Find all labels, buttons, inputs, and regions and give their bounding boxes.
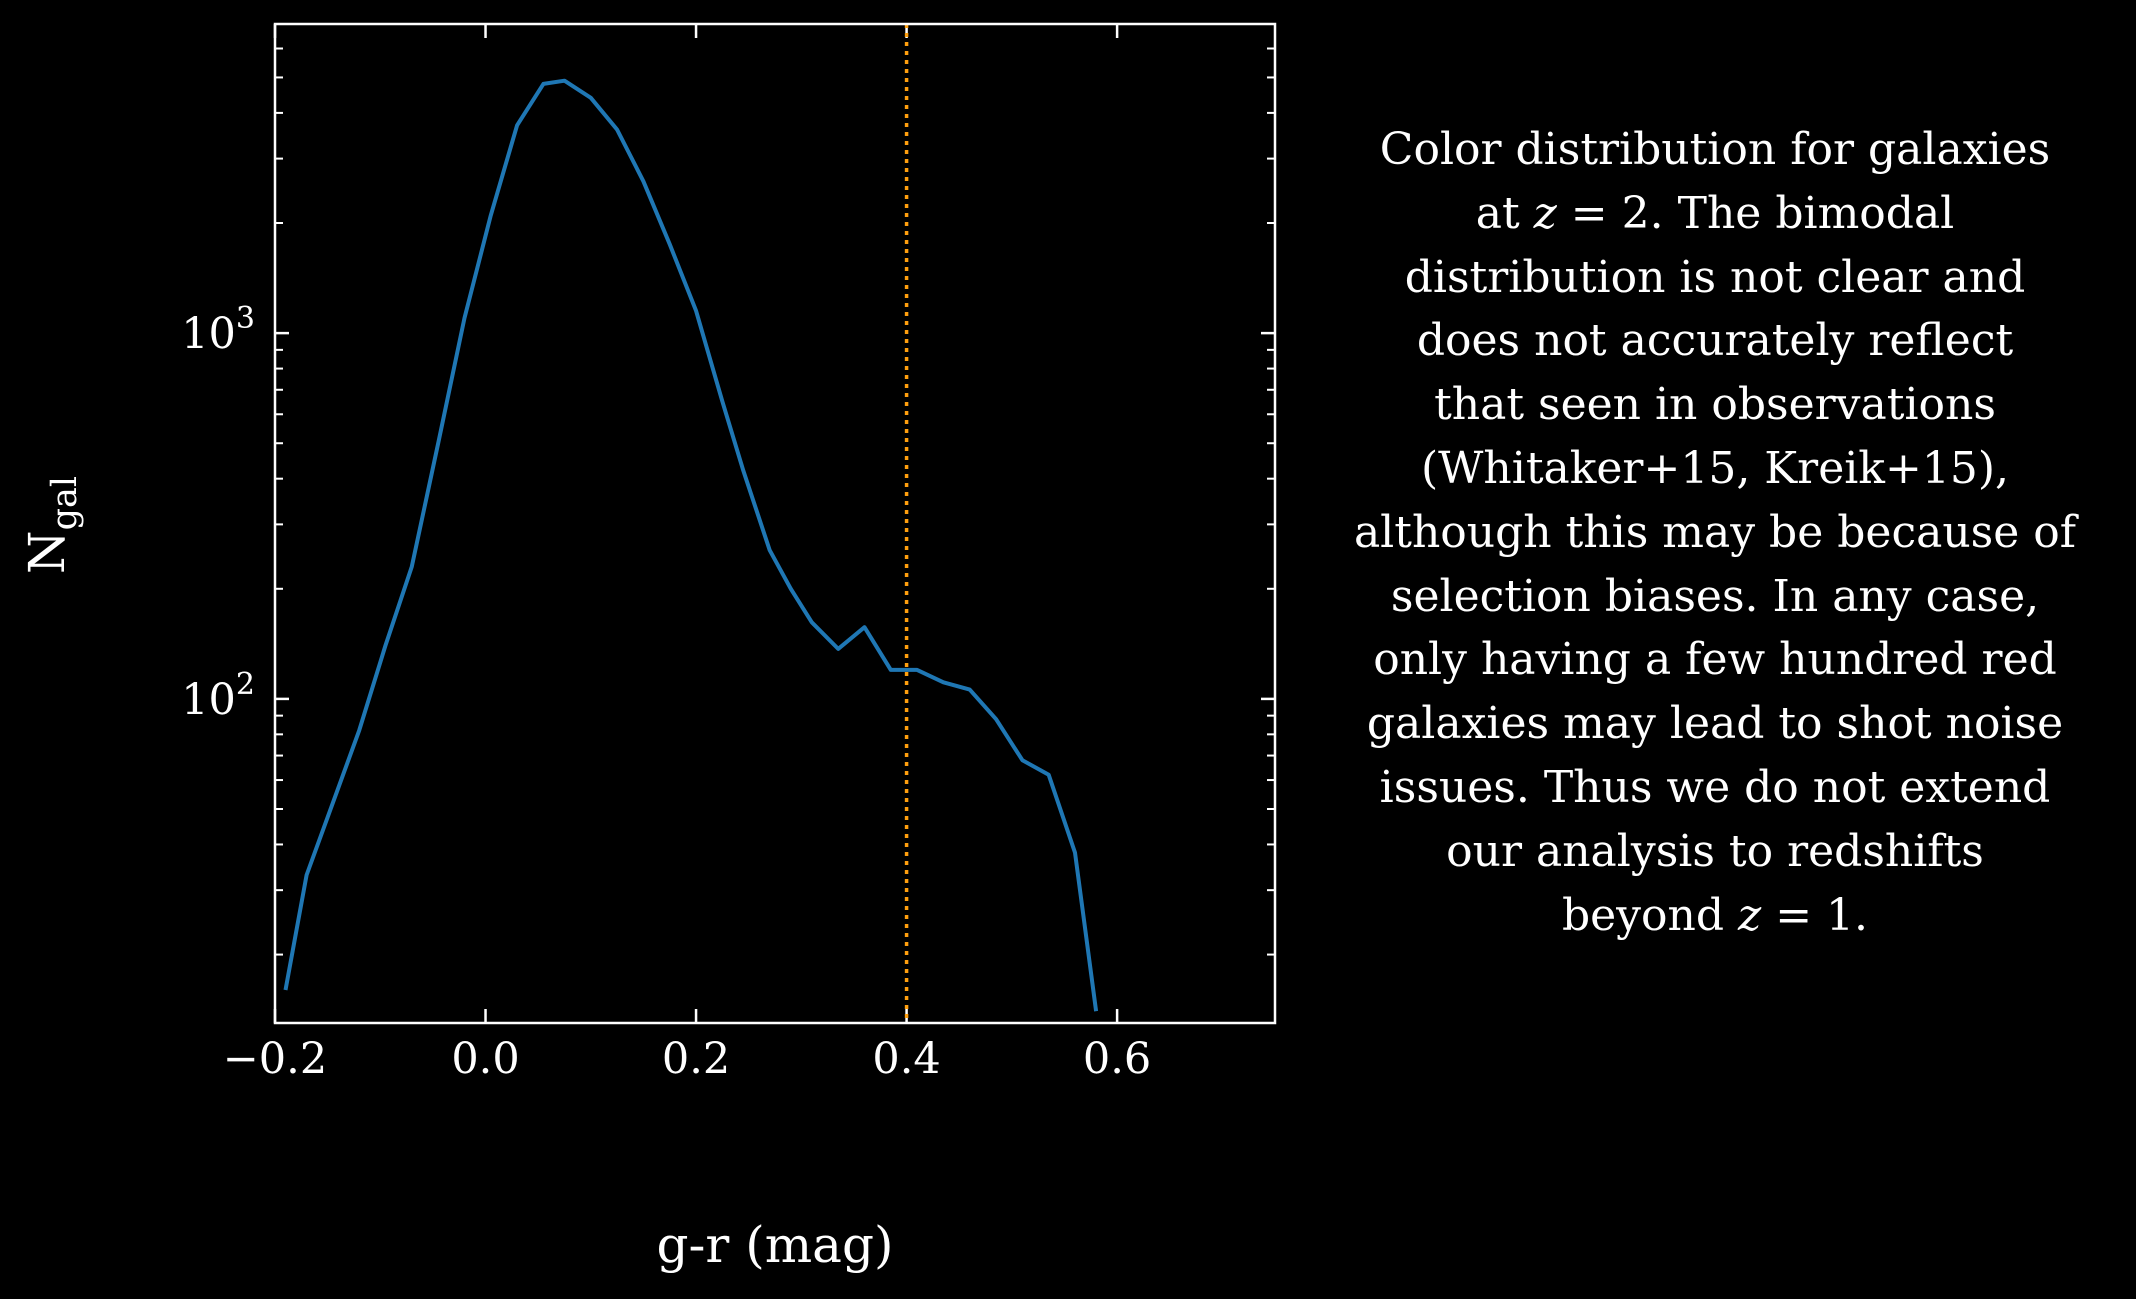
plot-frame: [273, 22, 1277, 1025]
figure-caption: Color distribution for galaxies at z = 2.…: [1300, 118, 2130, 947]
y-tick-labels: 102 103: [181, 301, 255, 725]
x-tick-label: 0.2: [662, 1034, 730, 1084]
x-tick-label: 0.0: [451, 1034, 519, 1084]
caption-line: beyond z = 1.: [1561, 889, 1869, 941]
y-tick-label: 103: [181, 301, 255, 359]
major-ticks: [273, 24, 1275, 1023]
y-minor-ticks: [275, 23, 1275, 956]
caption-line: (Whitaker+15, Kreik+15),: [1421, 442, 2009, 494]
caption-line: Color distribution for galaxies: [1379, 124, 2051, 175]
caption-line: does not accurately reflect: [1416, 315, 2014, 367]
caption-line: although this may be because of: [1353, 506, 2077, 558]
data-series-line: [283, 78, 1099, 1012]
caption-line: galaxies may lead to shot noise: [1366, 698, 2064, 750]
caption-line: issues. Thus we do not extend: [1379, 761, 2051, 813]
caption-line: only having a few hundred red: [1373, 634, 2057, 686]
plot-lines: [283, 24, 1099, 1023]
y-axis-label: Ngal: [18, 476, 85, 574]
x-tick-label: −0.2: [223, 1034, 327, 1084]
x-tick-label: 0.4: [872, 1034, 940, 1084]
caption-line: selection biases. In any case,: [1390, 570, 2040, 622]
color-distribution-chart: 102 103 −0.2 0.0 0.2 0.4 0.6 g-r (mag) Ngal: [18, 22, 1277, 1274]
x-axis-label: g-r (mag): [657, 1216, 894, 1274]
caption-line: distribution is not clear and: [1404, 251, 2026, 303]
caption-line: our analysis to redshifts: [1446, 825, 1984, 877]
x-tick-labels: −0.2 0.0 0.2 0.4 0.6: [223, 1034, 1152, 1084]
y-tick-label: 102: [181, 667, 255, 725]
caption-line: at z = 2. The bimodal: [1475, 187, 1955, 239]
caption-line: that seen in observations: [1434, 379, 1996, 431]
x-tick-label: 0.6: [1083, 1034, 1151, 1084]
